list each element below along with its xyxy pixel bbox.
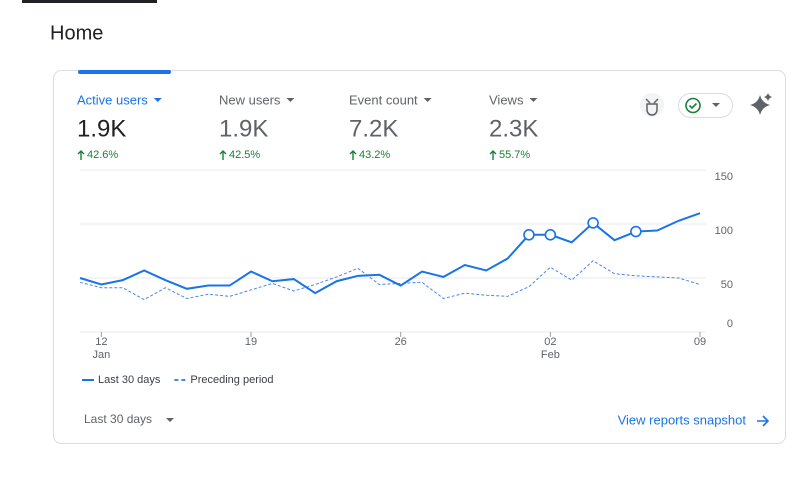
annotation-point [523, 229, 535, 241]
status-pill[interactable] [678, 93, 733, 118]
metric-dropdown [529, 98, 538, 102]
metric-dropdown [423, 98, 432, 102]
metric-label: Views [489, 92, 524, 107]
metric-dropdown [153, 98, 162, 102]
dropdown-arrow [166, 418, 174, 422]
snapshot-link[interactable]: View reports snapshot [618, 412, 747, 427]
annotation-point [587, 217, 599, 229]
date-range[interactable]: Last 30 days [84, 412, 152, 426]
x-tick-label: 26 [395, 336, 407, 348]
y-tick-label: 0 [727, 318, 733, 330]
annotation-point [544, 229, 557, 241]
y-tick-label: 50 [721, 279, 733, 291]
metric-change: 55.7% [499, 149, 530, 161]
legend-label: Preceding period [190, 374, 273, 386]
top-bar [22, 0, 157, 3]
link-arrow [757, 415, 770, 427]
metric-value: 1.9K [77, 115, 126, 142]
metric-change: 42.5% [229, 149, 260, 161]
x-tick-label: 02 [544, 336, 556, 348]
change-arrow [77, 150, 85, 160]
legend-label: Last 30 days [98, 374, 161, 386]
x-tick-label: 09 [694, 336, 706, 348]
change-arrow [349, 150, 357, 160]
insights-icon[interactable] [750, 93, 772, 115]
change-arrow [219, 150, 227, 160]
y-tick-label: 100 [715, 225, 733, 237]
metric-label: Event count [349, 92, 418, 107]
metric-value: 7.2K [349, 115, 398, 142]
metric-change: 43.2% [359, 149, 390, 161]
page-title: Home [50, 22, 103, 44]
metric-change: 42.6% [87, 149, 118, 161]
change-arrow [489, 150, 497, 160]
x-month-label: Feb [541, 349, 560, 361]
annotation-point [630, 225, 642, 238]
metric-dropdown [286, 98, 295, 102]
series-line [79, 260, 701, 301]
tab-indicator [78, 70, 171, 74]
card [53, 70, 786, 444]
metric-label: New users [219, 92, 281, 107]
metric-value: 2.3K [489, 115, 538, 142]
icon-lab[interactable] [640, 93, 664, 117]
metric-value: 1.9K [219, 115, 268, 142]
metric-label: Active users [77, 92, 148, 107]
x-tick-label: 12 [95, 336, 107, 348]
x-month-label: Jan [93, 349, 111, 361]
x-tick-label: 19 [245, 336, 257, 348]
y-tick-label: 150 [715, 171, 733, 183]
